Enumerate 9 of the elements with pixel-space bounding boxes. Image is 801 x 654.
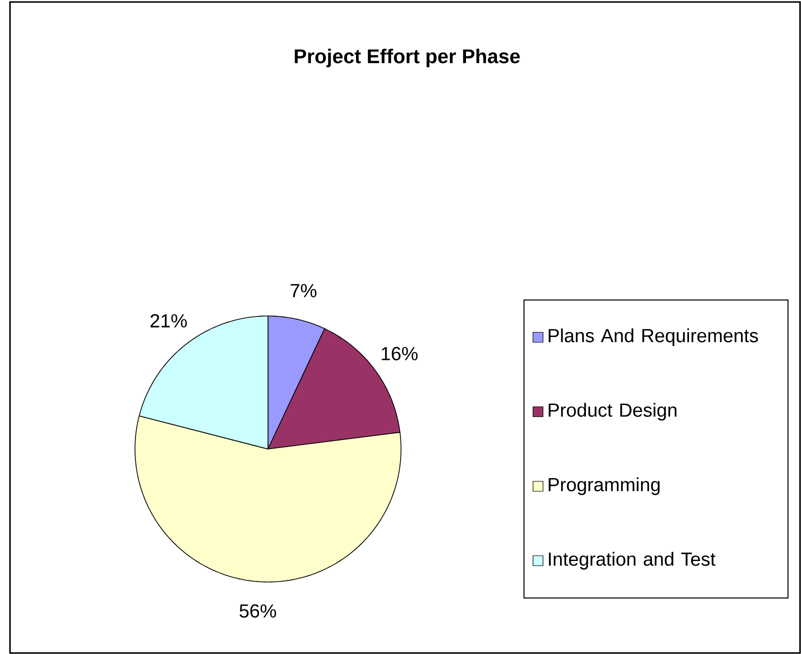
data-label: 56%: [240, 604, 276, 618]
data-label: 21%: [150, 314, 187, 328]
chart-title: Project Effort per Phase: [294, 48, 520, 68]
legend-label: Integration and Test: [548, 552, 716, 570]
data-label: 7%: [290, 284, 316, 298]
data-label: 16%: [382, 346, 418, 360]
legend-label: Programming: [548, 477, 660, 496]
legend-label: Product Design: [548, 402, 676, 421]
legend-label: Plans And Requirements: [548, 328, 758, 346]
